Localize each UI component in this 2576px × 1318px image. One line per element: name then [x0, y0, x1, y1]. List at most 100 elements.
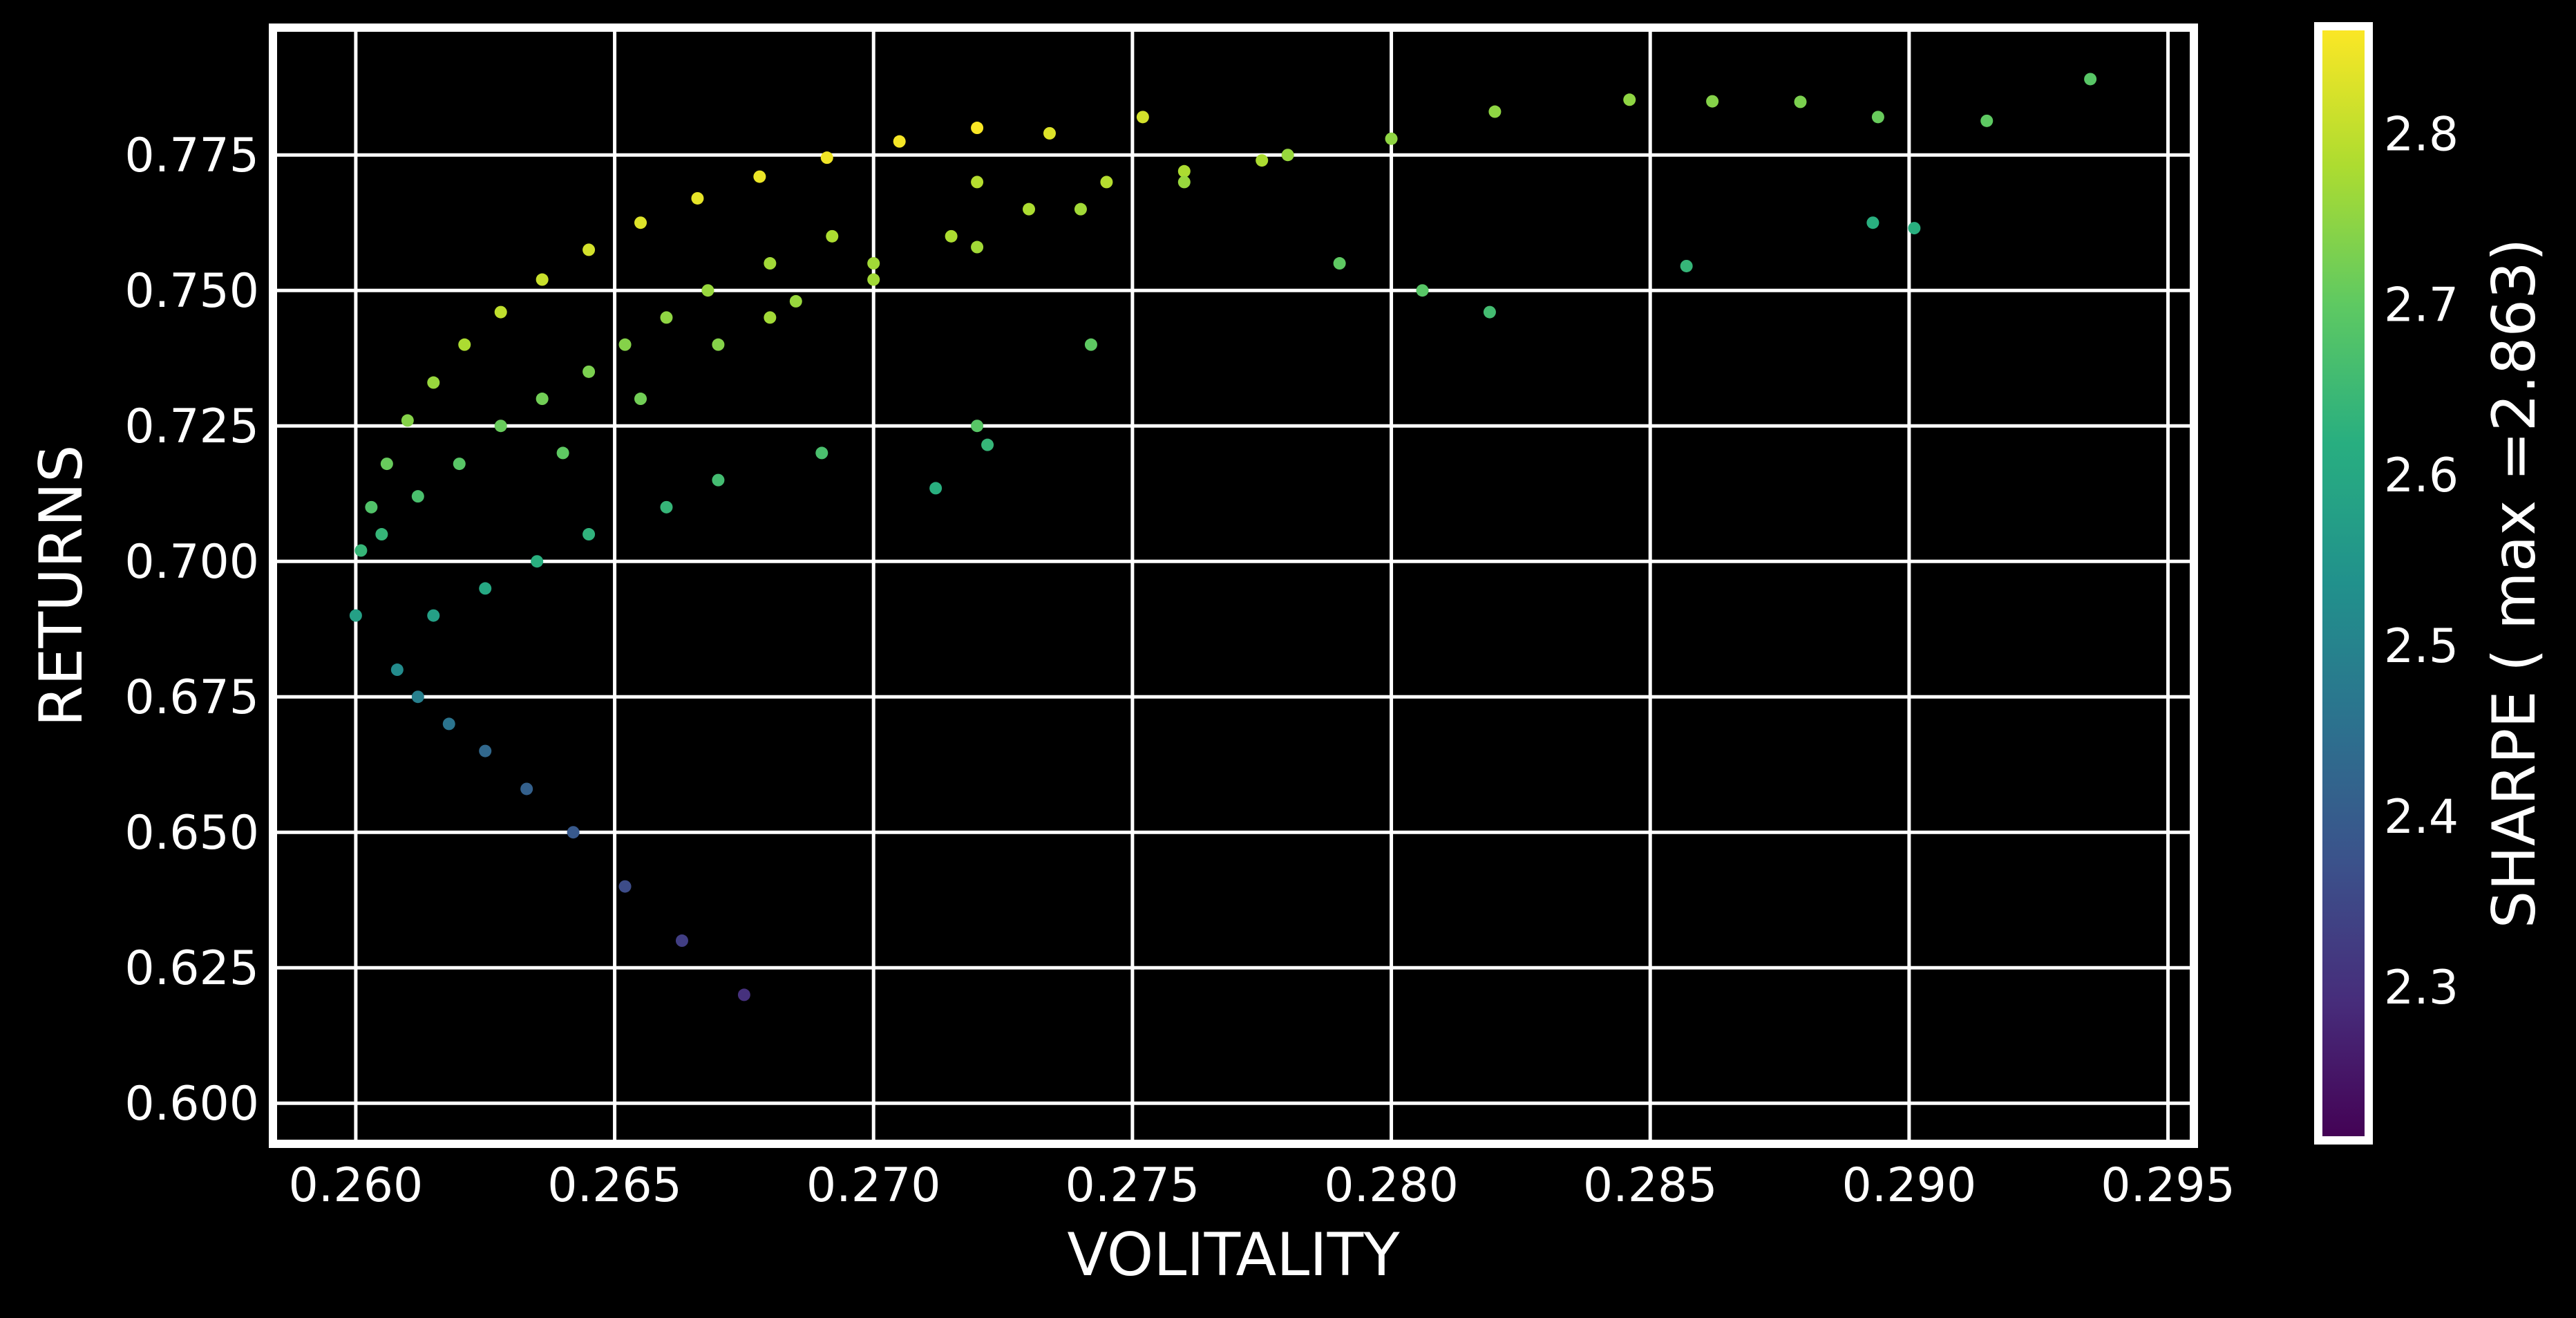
colorbar-tick-label: 2.5 — [2384, 619, 2459, 674]
data-point — [675, 934, 688, 948]
data-point — [815, 446, 828, 460]
data-point — [583, 528, 596, 541]
data-point — [618, 338, 632, 351]
data-point — [1084, 338, 1097, 351]
x-tick-label: 0.275 — [1066, 1158, 1200, 1213]
colorbar-tick-label: 2.8 — [2384, 108, 2459, 162]
data-point — [701, 284, 714, 297]
data-point — [1043, 126, 1056, 140]
data-point — [349, 609, 362, 622]
y-tick-label: 0.650 — [124, 806, 259, 860]
colorbar-tick-label: 2.6 — [2384, 449, 2459, 503]
data-point — [583, 243, 596, 256]
colorbar — [2314, 22, 2373, 1145]
data-point — [458, 338, 471, 351]
data-point — [1908, 222, 1921, 235]
data-point — [753, 170, 766, 183]
data-point — [401, 414, 414, 427]
colorbar-title: SHARPE ( max =2.863) — [2480, 238, 2549, 929]
data-point — [1871, 111, 1884, 124]
data-point — [789, 294, 802, 308]
data-point — [1866, 216, 1879, 229]
data-point — [494, 420, 507, 433]
y-tick-label: 0.625 — [124, 941, 259, 996]
data-point — [945, 229, 958, 243]
data-point — [442, 717, 455, 731]
x-tick-label: 0.260 — [289, 1158, 424, 1213]
data-point — [1483, 305, 1496, 319]
data-point — [634, 393, 647, 406]
data-point — [390, 663, 404, 677]
data-point — [427, 609, 440, 622]
plot-frame — [269, 23, 2198, 1148]
data-point — [1794, 95, 1807, 109]
grid-lines — [273, 28, 2194, 1144]
x-tick-labels: 0.260 0.265 0.270 0.275 0.280 0.285 0.290 0.295 — [289, 1158, 2235, 1213]
data-point — [380, 458, 393, 471]
x-tick-label: 0.265 — [547, 1158, 682, 1213]
data-point — [1980, 114, 1993, 127]
data-point — [1177, 164, 1191, 178]
data-point — [354, 544, 368, 557]
y-tick-label: 0.600 — [124, 1077, 259, 1131]
colorbar-tick-labels: 2.3 2.4 2.5 2.6 2.7 2.8 — [2384, 108, 2459, 1015]
data-point — [1385, 132, 1398, 145]
data-point — [479, 582, 492, 595]
data-point — [1136, 111, 1149, 124]
data-point — [764, 311, 777, 324]
data-point — [981, 438, 994, 451]
data-point — [1706, 95, 1719, 108]
data-point — [1680, 259, 1693, 272]
data-point — [820, 151, 833, 164]
data-points — [349, 73, 2097, 1001]
colorbar-tick-label: 2.7 — [2384, 278, 2459, 332]
data-point — [536, 393, 549, 406]
y-tick-labels: 0.600 0.625 0.650 0.675 0.700 0.725 0.750 0.775 — [124, 129, 259, 1131]
data-point — [411, 490, 424, 503]
data-point — [660, 311, 673, 324]
data-point — [411, 690, 424, 704]
data-point — [1023, 203, 1036, 216]
data-point — [634, 216, 647, 229]
data-point — [375, 528, 388, 541]
data-point — [531, 555, 544, 568]
data-point — [893, 135, 906, 148]
y-tick-label: 0.725 — [124, 399, 259, 454]
y-tick-label: 0.700 — [124, 535, 259, 590]
y-tick-label: 0.775 — [124, 129, 259, 183]
x-axis-title: VOLITALITY — [1067, 1221, 1400, 1290]
data-point — [1416, 284, 1429, 297]
data-point — [929, 482, 943, 495]
y-tick-label: 0.750 — [124, 264, 259, 319]
data-point — [618, 880, 632, 893]
x-tick-label: 0.280 — [1324, 1158, 1459, 1213]
data-point — [1281, 149, 1294, 162]
data-point — [971, 176, 984, 189]
data-point — [691, 191, 704, 205]
data-point — [365, 500, 378, 514]
x-tick-label: 0.270 — [806, 1158, 941, 1213]
data-point — [712, 338, 725, 351]
data-point — [712, 473, 725, 487]
data-point — [520, 782, 533, 795]
data-point — [867, 273, 880, 286]
data-point — [1623, 93, 1636, 106]
data-point — [479, 744, 492, 757]
data-point — [737, 988, 750, 1001]
data-point — [867, 257, 880, 270]
data-point — [567, 826, 580, 839]
data-point — [1177, 176, 1191, 189]
data-point — [453, 458, 466, 471]
data-point — [971, 241, 984, 254]
data-point — [2084, 73, 2097, 86]
colorbar-tick-label: 2.3 — [2384, 961, 2459, 1015]
data-point — [1488, 105, 1502, 118]
data-point — [1256, 154, 1269, 167]
data-point — [971, 122, 984, 135]
data-point — [826, 229, 839, 243]
data-point — [1333, 257, 1346, 270]
data-point — [583, 365, 596, 378]
data-point — [1100, 176, 1113, 189]
